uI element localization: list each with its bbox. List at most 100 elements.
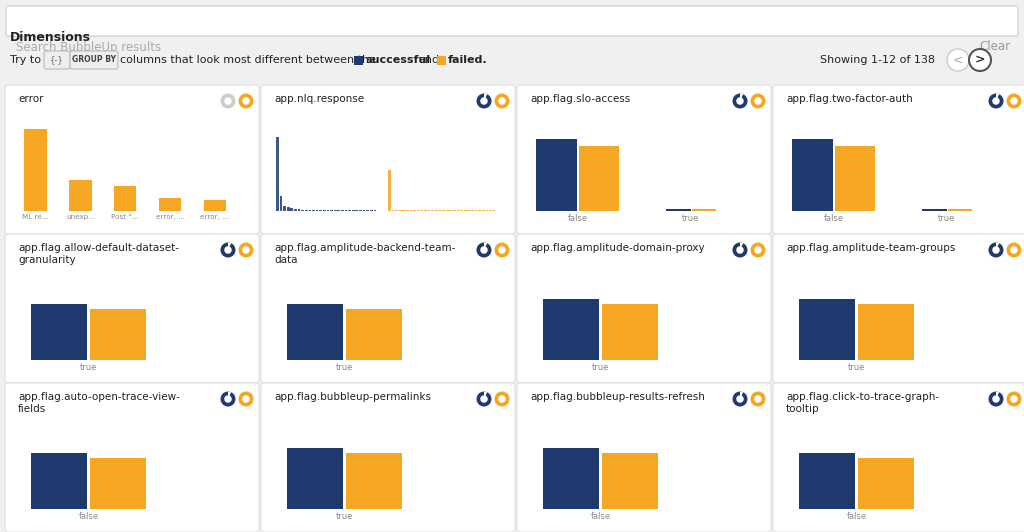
Bar (338, 210, 340, 211)
Text: true: true (682, 214, 699, 223)
Wedge shape (228, 392, 231, 399)
Wedge shape (740, 94, 743, 101)
Wedge shape (996, 392, 999, 399)
Text: and: and (418, 55, 439, 65)
Circle shape (480, 246, 487, 254)
Text: true: true (592, 363, 609, 372)
Circle shape (1007, 392, 1022, 406)
Circle shape (495, 94, 510, 109)
Bar (543, 447, 599, 509)
FancyBboxPatch shape (261, 85, 515, 234)
Bar (31, 453, 87, 509)
Text: Clear: Clear (979, 40, 1010, 54)
Text: data: data (274, 255, 298, 265)
Bar (667, 209, 690, 211)
Circle shape (755, 395, 762, 403)
Bar (835, 146, 876, 211)
Text: app.flag.auto-open-trace-view-: app.flag.auto-open-trace-view- (18, 392, 180, 402)
Circle shape (499, 97, 506, 105)
Circle shape (220, 392, 236, 406)
Circle shape (224, 246, 231, 254)
Text: granularity: granularity (18, 255, 76, 265)
Circle shape (495, 243, 510, 257)
Text: true: true (336, 512, 353, 521)
Bar (323, 210, 326, 211)
Bar (431, 210, 434, 211)
Circle shape (969, 49, 991, 71)
Circle shape (947, 49, 969, 71)
Bar (70, 180, 92, 211)
Circle shape (992, 395, 999, 403)
Bar (367, 210, 369, 211)
Bar (799, 453, 855, 509)
Bar (437, 56, 446, 65)
Text: Showing 1-12 of 138: Showing 1-12 of 138 (820, 55, 935, 65)
Circle shape (224, 97, 231, 105)
Text: false: false (847, 512, 866, 521)
Bar (602, 453, 658, 509)
Text: Search BubbleUp results: Search BubbleUp results (16, 40, 161, 54)
Bar (287, 447, 343, 509)
Bar (280, 196, 283, 211)
FancyBboxPatch shape (5, 85, 259, 234)
Bar (294, 209, 297, 211)
Bar (445, 210, 449, 211)
Circle shape (243, 246, 250, 254)
Bar (354, 56, 362, 65)
Bar (428, 210, 430, 211)
Text: app.flag.two-factor-auth: app.flag.two-factor-auth (786, 94, 912, 104)
FancyBboxPatch shape (517, 85, 771, 234)
Wedge shape (996, 243, 999, 250)
Text: app.flag.slo-access: app.flag.slo-access (530, 94, 630, 104)
Circle shape (220, 94, 236, 109)
Bar (543, 298, 599, 360)
Wedge shape (996, 94, 999, 101)
Text: app.flag.allow-default-dataset-: app.flag.allow-default-dataset- (18, 243, 179, 253)
Text: false: false (567, 214, 588, 223)
Bar (346, 453, 402, 509)
Text: app.flag.amplitude-team-groups: app.flag.amplitude-team-groups (786, 243, 955, 253)
Text: GROUP BY: GROUP BY (72, 55, 116, 64)
Bar (90, 458, 146, 509)
Circle shape (751, 94, 766, 109)
Circle shape (732, 243, 748, 257)
Circle shape (1011, 97, 1018, 105)
Circle shape (751, 392, 766, 406)
Circle shape (499, 395, 506, 403)
Text: <: < (952, 54, 964, 66)
Circle shape (499, 246, 506, 254)
Bar (579, 146, 620, 211)
Bar (114, 186, 136, 211)
Text: error: error (18, 94, 43, 104)
Bar (348, 210, 351, 211)
Wedge shape (484, 94, 487, 101)
Bar (291, 208, 293, 211)
Bar (414, 210, 416, 211)
Bar (355, 210, 358, 211)
Bar (370, 210, 373, 211)
Bar (204, 201, 226, 211)
FancyBboxPatch shape (773, 85, 1024, 234)
Bar (330, 210, 333, 211)
Bar (442, 210, 444, 211)
Wedge shape (228, 243, 231, 250)
Bar (31, 304, 87, 360)
Circle shape (992, 97, 999, 105)
Bar (305, 210, 307, 211)
Bar (424, 210, 427, 211)
Circle shape (220, 243, 236, 257)
Circle shape (988, 94, 1004, 109)
FancyBboxPatch shape (261, 234, 515, 383)
Circle shape (1007, 94, 1022, 109)
Bar (407, 210, 409, 211)
Circle shape (988, 392, 1004, 406)
Bar (799, 298, 855, 360)
Circle shape (1007, 243, 1022, 257)
Bar (421, 210, 423, 211)
Bar (388, 170, 391, 211)
Circle shape (736, 246, 743, 254)
Bar (793, 139, 833, 211)
Circle shape (480, 395, 487, 403)
Bar (485, 210, 488, 211)
Bar (493, 210, 496, 211)
